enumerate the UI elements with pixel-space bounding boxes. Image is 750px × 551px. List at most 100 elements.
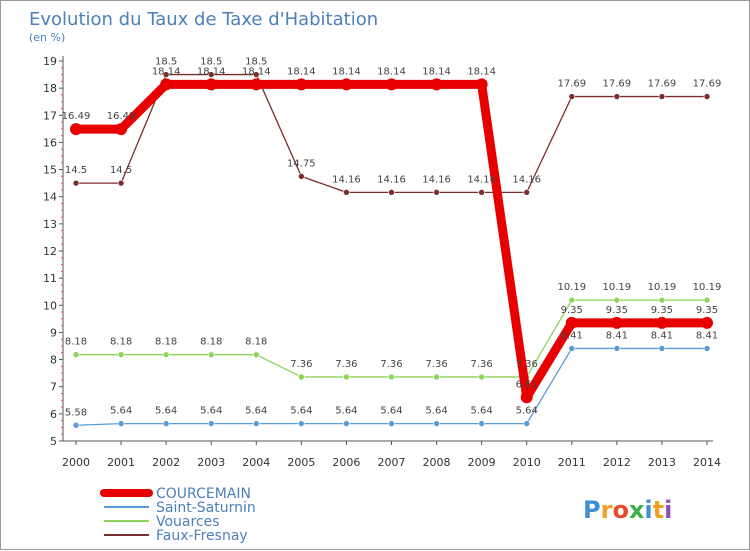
data-point: [72, 179, 80, 187]
data-point: [385, 78, 398, 91]
legend-label: Vouarces: [156, 514, 220, 530]
data-label: 9.35: [696, 305, 718, 316]
data-point: [343, 189, 350, 196]
data-label: 17.69: [693, 79, 722, 90]
data-label: 5.64: [471, 406, 493, 417]
data-label: 14.16: [377, 174, 406, 185]
logo-letter: o: [612, 496, 629, 524]
data-label: 18.5: [155, 57, 177, 68]
data-point: [252, 351, 260, 358]
x-tick-label: 2011: [558, 456, 586, 469]
data-point: [115, 123, 128, 136]
data-label: 14.5: [65, 165, 87, 176]
data-point: [298, 420, 305, 427]
data-point: [565, 316, 578, 329]
x-tick-label: 2006: [332, 456, 360, 469]
data-point: [72, 351, 80, 358]
x-tick-label: 2009: [468, 456, 496, 469]
data-label: 9.35: [561, 305, 583, 316]
data-label: 5.64: [425, 406, 447, 417]
y-tick-label: 7: [50, 381, 57, 394]
series-line-courcemain: [71, 79, 712, 402]
data-point: [703, 93, 711, 100]
data-label: 18.14: [467, 66, 496, 77]
data-label: 17.69: [648, 79, 677, 90]
data-point: [298, 373, 305, 381]
logo-letter: i: [664, 496, 672, 524]
x-tick-label: 2002: [152, 456, 180, 469]
data-point: [523, 420, 531, 427]
data-label: 8.41: [651, 330, 673, 341]
data-label: 16.49: [62, 111, 91, 122]
data-label: 7.36: [290, 359, 312, 370]
data-label: 10.19: [693, 282, 722, 293]
x-tick-label: 2001: [107, 456, 135, 469]
data-point: [207, 71, 215, 78]
data-label: 7.36: [335, 359, 357, 370]
data-label: 8.18: [200, 337, 222, 348]
data-label: 6.61: [516, 379, 538, 390]
axes: 5 6 7 8 9 10 11 12 13 14 15 16 17 18 19 2000 2001 2002 200…: [43, 55, 721, 469]
data-label: 5.64: [155, 406, 177, 417]
logo-letter: i: [644, 496, 652, 524]
data-label: 8.18: [155, 337, 177, 348]
data-label: 5.64: [290, 406, 312, 417]
data-label: 14.16: [422, 174, 451, 185]
data-point: [658, 345, 666, 352]
data-point: [117, 351, 125, 358]
logo-letter: x: [629, 496, 645, 524]
data-point: [568, 345, 576, 352]
data-label: 18.14: [422, 66, 451, 77]
legend-label: COURCEMAIN: [156, 486, 251, 502]
data-label: 14.75: [287, 158, 316, 169]
data-point: [252, 71, 260, 78]
data-label: 7.36: [380, 359, 402, 370]
data-point: [162, 71, 170, 78]
x-tick-label: 2014: [693, 456, 721, 469]
x-tick-label: 2010: [513, 456, 541, 469]
data-point: [340, 78, 353, 91]
data-label: 8.18: [245, 337, 267, 348]
data-point: [205, 78, 218, 91]
data-point: [475, 78, 488, 91]
y-tick-label: 16: [43, 136, 57, 149]
data-point: [207, 420, 215, 427]
data-point: [433, 189, 440, 196]
data-point: [478, 189, 485, 196]
data-point: [430, 78, 443, 91]
data-label: 14.16: [512, 174, 541, 185]
legend-label: Saint-Saturnin: [156, 500, 256, 516]
data-label: 8.41: [696, 330, 718, 341]
data-label: 8.41: [561, 330, 583, 341]
data-label: 17.69: [603, 79, 632, 90]
y-tick-label: 8: [50, 354, 57, 367]
data-label: 9.35: [606, 305, 628, 316]
chart-title: Evolution du Taux de Taxe d'Habitation: [29, 9, 378, 30]
x-tick-label: 2004: [242, 456, 270, 469]
data-label: 10.19: [648, 282, 677, 293]
data-point: [295, 78, 308, 91]
data-label: 7.36: [516, 359, 538, 370]
data-label: 14.5: [110, 165, 132, 176]
data-label: 18.5: [200, 57, 222, 68]
data-label: 18.14: [287, 66, 316, 77]
data-point: [117, 420, 125, 427]
data-point: [343, 373, 350, 381]
data-point: [613, 296, 621, 304]
x-tick-label: 2000: [62, 456, 90, 469]
data-point: [613, 345, 621, 352]
data-labels: 14.5 14.5 18.5 18.5 18.5 14.75 14.16 14.16 14.16…: [62, 57, 722, 419]
data-point: [433, 373, 440, 381]
data-point: [250, 78, 263, 91]
y-tick-label: 17: [43, 109, 57, 122]
data-point: [658, 296, 666, 304]
data-label: 18.14: [377, 66, 406, 77]
data-point: [703, 345, 711, 352]
legend-label: Faux-Fresnay: [156, 528, 248, 544]
data-point: [433, 420, 440, 427]
y-tick-label: 19: [43, 55, 57, 68]
data-label: 8.18: [65, 337, 87, 348]
data-label: 17.69: [557, 79, 586, 90]
data-point: [703, 296, 711, 304]
